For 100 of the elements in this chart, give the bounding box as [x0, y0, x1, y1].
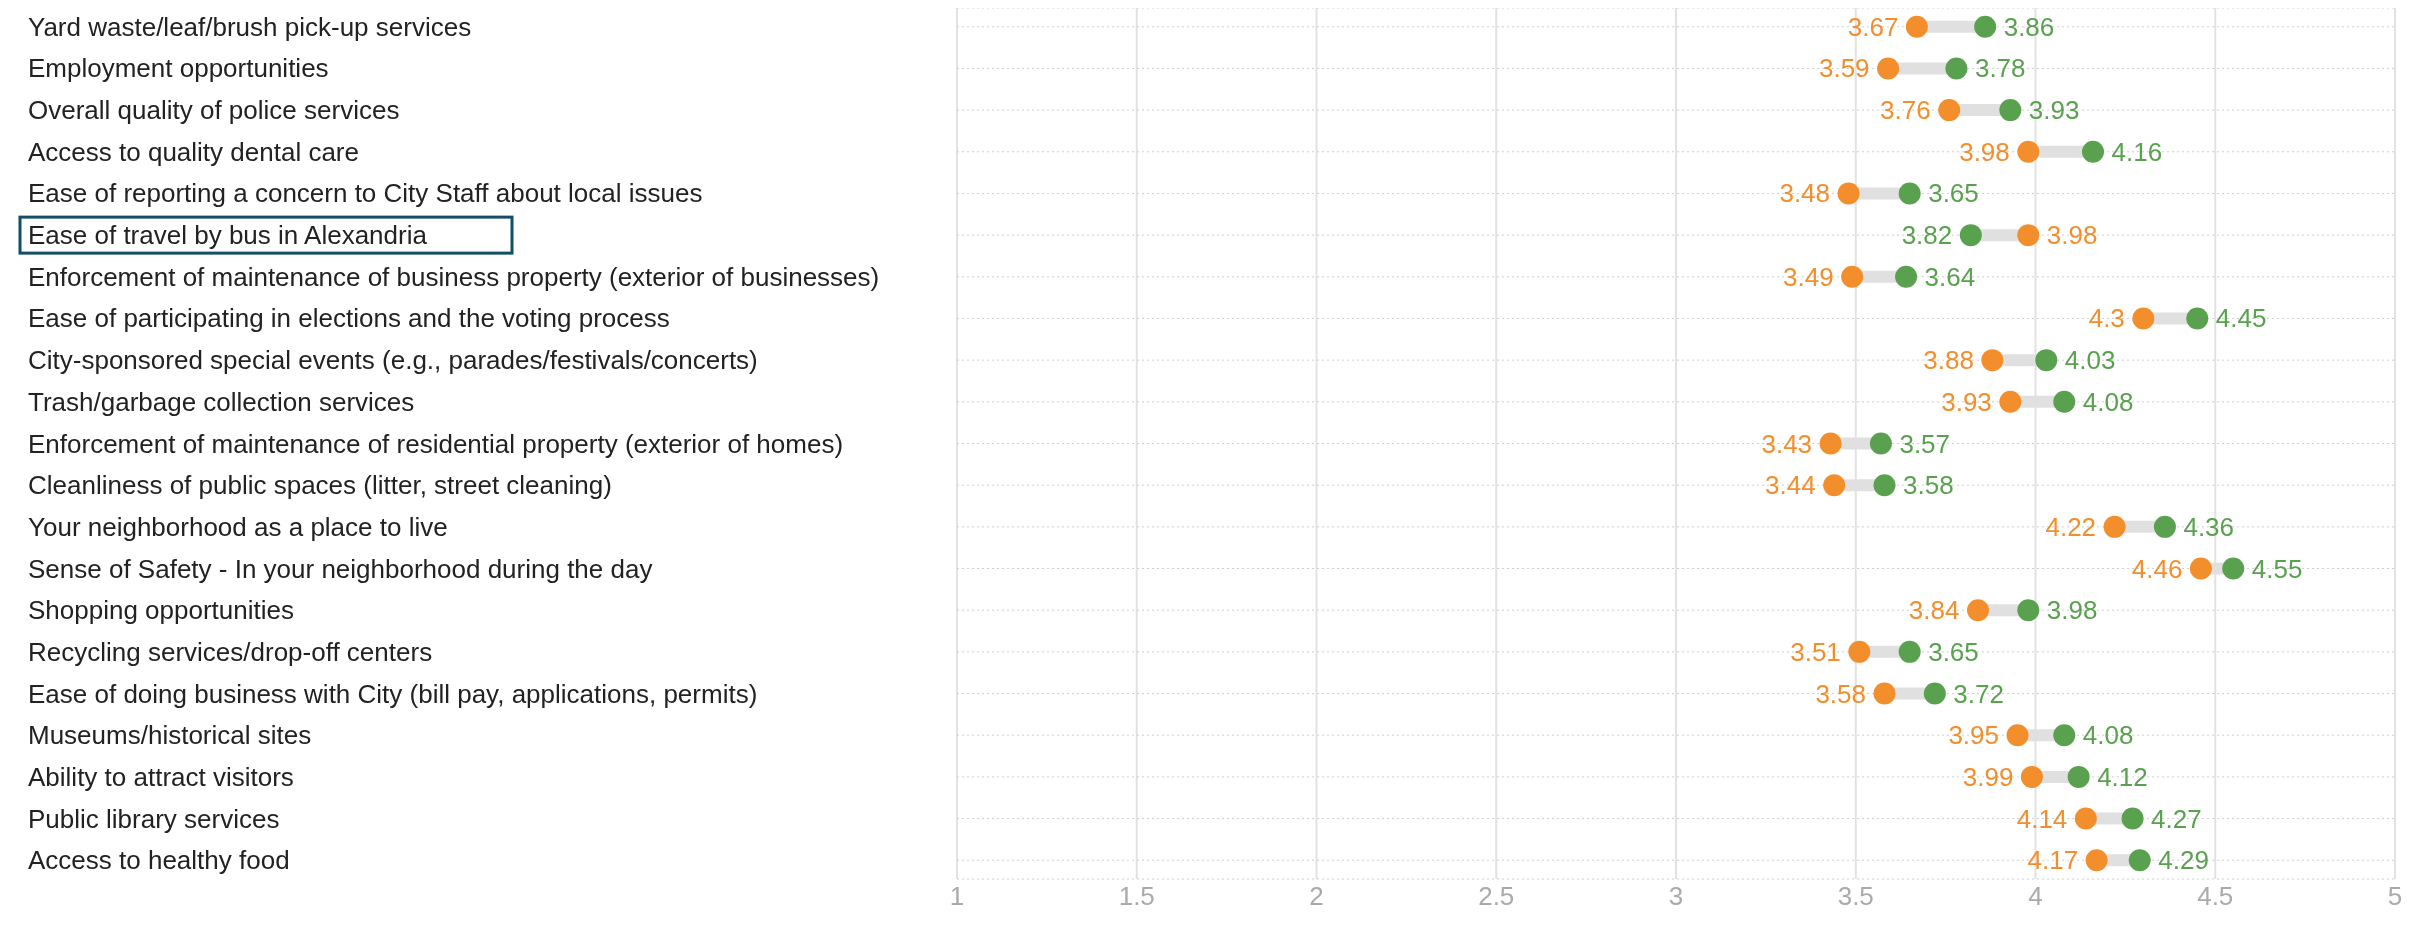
data-label: 4.45: [2215, 303, 2267, 334]
y-tick-label: Access to quality dental care: [28, 136, 359, 167]
point: [1898, 182, 1921, 205]
y-tick-label: Your neighborhood as a place to live: [28, 511, 448, 542]
data-label: 3.95: [1948, 720, 2000, 751]
y-tick-label: City-sponsored special events (e.g., parades/festivals/concerts): [28, 345, 758, 376]
y-tick-label: Yard waste/leaf/brush pick-up services: [28, 11, 472, 42]
data-label: 3.78: [1974, 53, 2026, 84]
data-label: 3.43: [1761, 428, 1813, 459]
point: [1898, 640, 1921, 663]
data-label: 3.65: [1928, 636, 1979, 667]
y-tick-label: Enforcement of maintenance of residential property (exterior of homes): [28, 428, 844, 459]
point: [1938, 99, 1961, 122]
data-label: 3.98: [2046, 595, 2098, 626]
y-tick-label: Access to healthy food: [28, 845, 290, 876]
data-label: 3.72: [1953, 678, 2004, 709]
point: [1873, 474, 1896, 497]
data-label: 3.93: [1941, 386, 1992, 417]
point: [1959, 224, 1982, 247]
x-tick-label: 1.5: [1118, 881, 1155, 912]
point: [1945, 57, 1968, 80]
data-label: 3.48: [1779, 178, 1831, 209]
data-label: 4.36: [2183, 511, 2235, 542]
x-tick-label: 4.5: [2197, 881, 2234, 912]
point: [2067, 765, 2090, 788]
point: [2085, 849, 2108, 872]
data-label: 3.67: [1847, 11, 1899, 42]
y-tick-label: Recycling services/drop-off centers: [28, 636, 433, 667]
point: [2103, 515, 2126, 538]
x-tick-label: 2.5: [1478, 881, 1515, 912]
data-label: 4.3: [2088, 303, 2125, 334]
data-label: 3.76: [1880, 95, 1931, 126]
data-label: 3.44: [1765, 470, 1816, 501]
y-tick-label: Ease of doing business with City (bill pay, applications, permits): [28, 678, 758, 709]
point: [2017, 224, 2040, 247]
point: [2053, 724, 2076, 747]
data-label: 4.12: [2097, 761, 2148, 792]
data-label: 4.46: [2131, 553, 2183, 584]
point: [2017, 599, 2040, 622]
y-tick-label: Cleanliness of public spaces (litter, street cleaning): [28, 470, 612, 501]
x-tick-label: 5: [2387, 881, 2403, 912]
point: [2017, 140, 2040, 163]
point: [1841, 265, 1864, 288]
point: [1869, 432, 1892, 455]
y-tick-label: Ability to attract visitors: [28, 761, 294, 792]
y-tick-label: Ease of travel by bus in Alexandria: [28, 220, 428, 251]
data-label: 3.82: [1901, 220, 1953, 251]
x-tick-label: 1: [949, 881, 965, 912]
y-tick-label: Ease of participating in elections and the voting process: [28, 303, 670, 334]
point: [2035, 349, 2058, 372]
data-label: 4.03: [2064, 345, 2116, 376]
data-label: 3.98: [2046, 220, 2098, 251]
y-tick-label: Trash/garbage collection services: [28, 386, 415, 417]
point: [1974, 15, 1997, 38]
point: [2053, 390, 2076, 413]
point: [1999, 390, 2022, 413]
point: [2189, 557, 2212, 580]
point: [1895, 265, 1918, 288]
data-label: 3.57: [1899, 428, 1951, 459]
data-label: 3.99: [1962, 761, 2014, 792]
data-label: 4.27: [2151, 803, 2202, 834]
point: [1981, 349, 2004, 372]
data-label: 4.16: [2111, 136, 2163, 167]
point: [2153, 515, 2176, 538]
point: [2132, 307, 2155, 330]
point: [1873, 682, 1896, 705]
point: [1966, 599, 1989, 622]
point: [2082, 140, 2105, 163]
data-label: 4.17: [2027, 845, 2079, 876]
data-label: 4.08: [2082, 720, 2134, 751]
point: [1848, 640, 1871, 663]
data-label: 3.51: [1790, 636, 1841, 667]
point: [2020, 765, 2043, 788]
data-label: 4.22: [2045, 511, 2097, 542]
data-label: 4.14: [2016, 803, 2068, 834]
data-label: 3.64: [1924, 261, 1976, 292]
data-label: 3.59: [1818, 53, 1870, 84]
point: [1905, 15, 1928, 38]
point: [2128, 849, 2151, 872]
y-tick-label: Museums/historical sites: [28, 720, 312, 751]
data-label: 4.08: [2082, 386, 2134, 417]
y-tick-label: Shopping opportunities: [28, 595, 294, 626]
point: [1819, 432, 1842, 455]
data-label: 4.55: [2251, 553, 2303, 584]
point: [1837, 182, 1860, 205]
x-tick-label: 4: [2028, 881, 2043, 912]
point: [2186, 307, 2209, 330]
y-tick-label: Sense of Safety - In your neighborhood during the day: [28, 553, 653, 584]
point: [2121, 807, 2144, 830]
data-label: 3.88: [1923, 345, 1974, 376]
point: [1877, 57, 1900, 80]
point: [1999, 99, 2022, 122]
point: [1923, 682, 1946, 705]
y-tick-label: Enforcement of maintenance of business property (exterior of businesses): [28, 261, 880, 292]
x-tick-label: 2: [1309, 881, 1324, 912]
data-label: 3.98: [1959, 136, 2010, 167]
data-label: 3.65: [1928, 178, 1979, 209]
point: [2222, 557, 2245, 580]
data-label: 3.93: [2028, 95, 2080, 126]
data-label: 4.29: [2158, 845, 2209, 876]
